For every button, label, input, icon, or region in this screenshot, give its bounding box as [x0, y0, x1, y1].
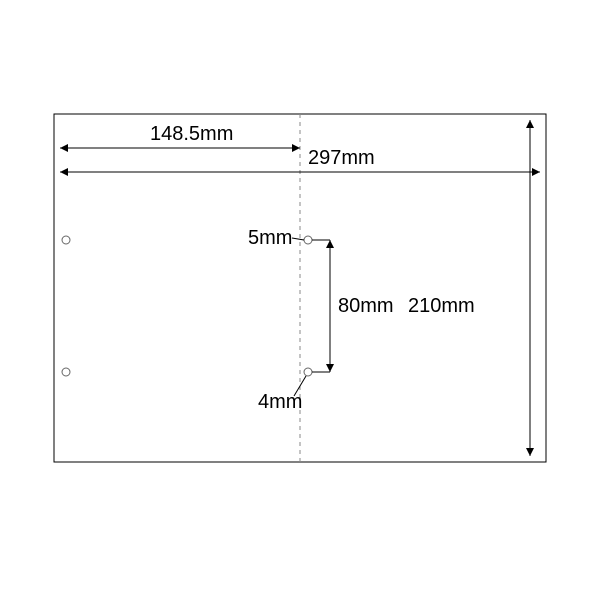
dim-height: 210mm — [408, 295, 475, 317]
dim-hole-diameter-top: 5mm — [248, 227, 292, 249]
dim-full-width: 297mm — [308, 147, 375, 169]
dim-hole-pitch: 80mm — [338, 295, 394, 317]
dim-hole-diameter-bottom: 4mm — [258, 391, 302, 413]
technical-drawing: 148.5mm 297mm 210mm 80mm 5mm 4mm — [0, 0, 600, 600]
dim-half-width: 148.5mm — [150, 123, 233, 145]
